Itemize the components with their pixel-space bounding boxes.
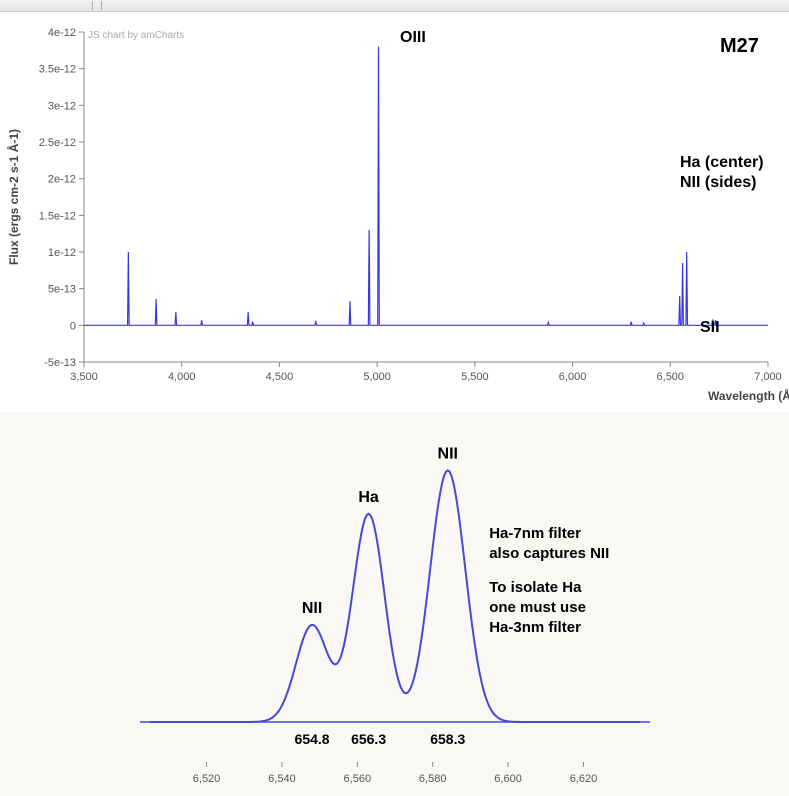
svg-text:-5e-13: -5e-13 — [44, 357, 76, 369]
annotation: NII (sides) — [680, 174, 756, 191]
wavelength-label: 656.3 — [351, 731, 386, 747]
svg-text:1e-12: 1e-12 — [48, 247, 76, 259]
svg-text:3.5e-12: 3.5e-12 — [39, 64, 76, 76]
annotation: Ha (center) — [680, 154, 764, 171]
wavelength-label: 654.8 — [295, 731, 330, 747]
spectrum-chart-zoom: 6,520 6,540 6,560 6,580 6,600 6,620 NII 654.8 Ha… — [0, 412, 789, 796]
svg-text:4,000: 4,000 — [168, 371, 196, 383]
svg-text:6,600: 6,600 — [494, 773, 522, 785]
note-line: Ha-7nm filter — [489, 525, 581, 542]
svg-text:5e-13: 5e-13 — [48, 284, 76, 296]
peak-label: NII — [438, 445, 458, 462]
annotation: OIII — [400, 29, 426, 46]
svg-text:2.5e-12: 2.5e-12 — [39, 137, 76, 149]
svg-text:2e-12: 2e-12 — [48, 174, 76, 186]
wavelength-label: 658.3 — [430, 731, 465, 747]
peak-label: Ha — [358, 489, 379, 506]
scrollbar-handle[interactable] — [92, 1, 102, 10]
svg-text:6,500: 6,500 — [657, 371, 685, 383]
svg-text:6,000: 6,000 — [559, 371, 587, 383]
note-line: also captures NII — [489, 545, 609, 562]
svg-text:4e-12: 4e-12 — [48, 27, 76, 39]
annotation: SII — [700, 319, 720, 336]
svg-text:6,620: 6,620 — [570, 773, 598, 785]
note-line: Ha-3nm filter — [489, 619, 581, 636]
svg-text:6,540: 6,540 — [268, 773, 296, 785]
svg-text:6,580: 6,580 — [419, 773, 447, 785]
svg-text:1.5e-12: 1.5e-12 — [39, 210, 76, 222]
svg-text:7,000: 7,000 — [754, 371, 782, 383]
svg-text:Wavelength (Å): Wavelength (Å) — [708, 388, 789, 403]
note-line: To isolate Ha — [489, 579, 582, 596]
svg-text:6,520: 6,520 — [193, 773, 221, 785]
svg-text:5,000: 5,000 — [363, 371, 391, 383]
peak-label: NII — [302, 600, 322, 617]
annotation: M27 — [720, 35, 759, 57]
svg-text:4,500: 4,500 — [266, 371, 294, 383]
note-line: one must use — [489, 599, 586, 616]
spectrum-chart-full: -5e-13 0 5e-13 1e-12 1.5e-12 2e-12 2.5e-12 3e-1… — [0, 12, 789, 412]
svg-text:3e-12: 3e-12 — [48, 100, 76, 112]
svg-text:6,560: 6,560 — [344, 773, 372, 785]
svg-text:5,500: 5,500 — [461, 371, 489, 383]
scrollbar-track — [0, 0, 789, 12]
svg-text:3,500: 3,500 — [70, 371, 98, 383]
svg-text:JS chart by amCharts: JS chart by amCharts — [88, 30, 184, 41]
svg-text:Flux (ergs cm-2 s-1 Å-1): Flux (ergs cm-2 s-1 Å-1) — [6, 129, 21, 265]
svg-text:0: 0 — [70, 320, 76, 332]
